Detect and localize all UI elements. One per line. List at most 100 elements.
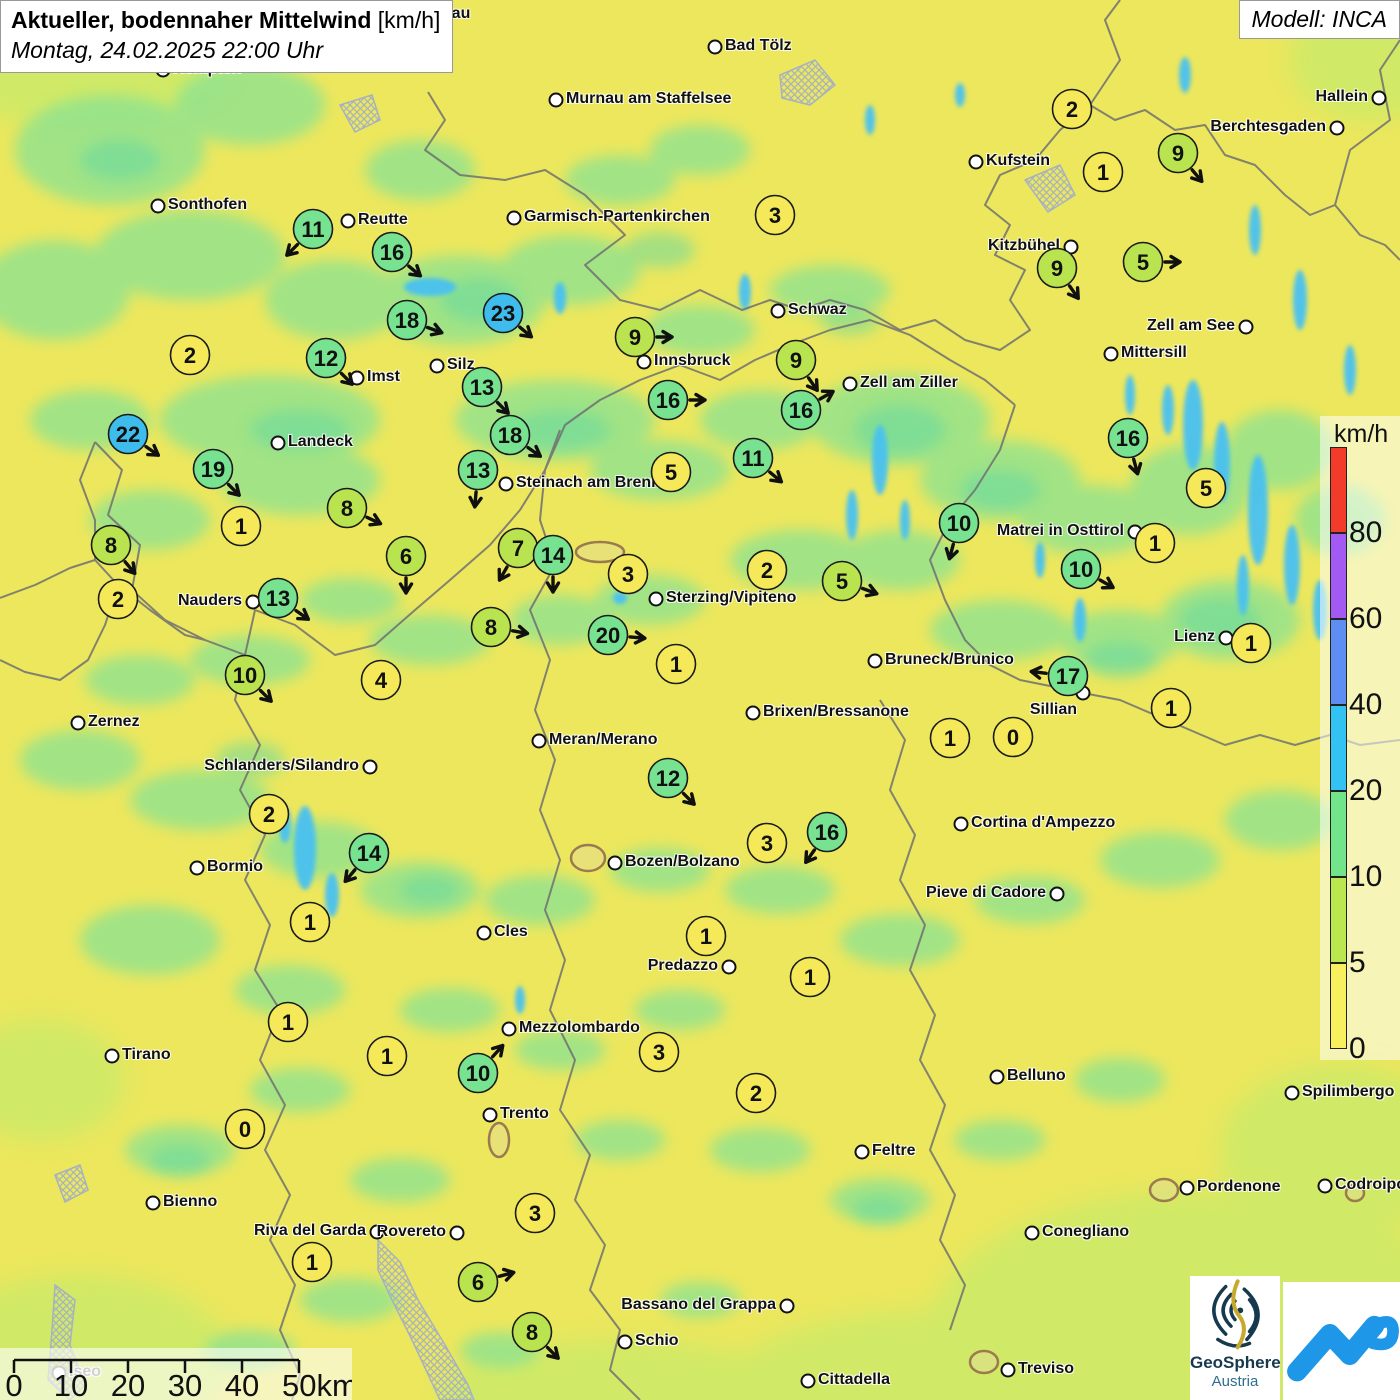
wind-speed-circle bbox=[821, 560, 863, 602]
wind-station[interactable]: 13 bbox=[430, 335, 534, 439]
city-label: Landeck bbox=[288, 433, 353, 451]
wind-station[interactable]: 9 bbox=[1005, 216, 1109, 320]
wind-speed-circle bbox=[754, 194, 796, 236]
wind-station[interactable]: 11 bbox=[701, 406, 805, 510]
wind-station[interactable]: 11 bbox=[261, 177, 365, 281]
wind-speed-circle bbox=[938, 502, 980, 544]
wind-station[interactable]: 5 bbox=[790, 529, 894, 633]
wind-station[interactable]: 3 bbox=[483, 1161, 587, 1265]
wind-station[interactable]: 3 bbox=[576, 522, 680, 626]
wind-station[interactable]: 10 bbox=[193, 623, 297, 727]
map-title-text: Aktueller, bodennaher Mittelwind bbox=[11, 7, 372, 33]
wind-station[interactable]: 16 bbox=[775, 780, 879, 884]
wind-station[interactable]: 6 bbox=[426, 1230, 530, 1334]
city-label: Zell am Ziller bbox=[860, 374, 958, 392]
wind-speed-circle bbox=[326, 487, 368, 529]
wind-station[interactable]: 8 bbox=[59, 493, 163, 597]
wind-station[interactable]: 5 bbox=[619, 420, 723, 524]
wind-station[interactable]: 5 bbox=[1154, 436, 1258, 540]
wind-station[interactable]: 10 bbox=[426, 1021, 530, 1125]
wind-speed-value: 19 bbox=[201, 457, 225, 482]
model-label: Modell: INCA bbox=[1251, 6, 1387, 32]
wind-speed-circle bbox=[461, 366, 503, 408]
wind-station[interactable]: 9 bbox=[583, 285, 687, 389]
wind-station[interactable]: 16 bbox=[616, 348, 720, 452]
wind-station[interactable]: 22 bbox=[76, 382, 180, 486]
wind-speed-value: 1 bbox=[1097, 160, 1109, 185]
wind-station[interactable]: 2 bbox=[138, 303, 242, 407]
wind-station[interactable]: 1 bbox=[236, 970, 340, 1074]
wind-station[interactable]: 13 bbox=[226, 546, 330, 650]
wind-station[interactable]: 18 bbox=[355, 268, 459, 372]
wind-station[interactable]: 2 bbox=[66, 547, 170, 651]
wind-speed-value: 8 bbox=[341, 496, 353, 521]
wind-station[interactable]: 6 bbox=[354, 504, 458, 608]
wind-station[interactable]: 14 bbox=[317, 801, 421, 905]
wind-station[interactable]: 20 bbox=[556, 583, 660, 687]
wind-station[interactable]: 19 bbox=[161, 417, 265, 521]
wind-station[interactable]: 8 bbox=[439, 575, 543, 679]
wind-station[interactable]: 1 bbox=[898, 686, 1002, 790]
wind-station[interactable]: 10 bbox=[1029, 517, 1133, 621]
city-label: Predazzo bbox=[647, 957, 718, 975]
city-dot bbox=[617, 1334, 633, 1350]
wind-station[interactable]: 8 bbox=[295, 456, 399, 560]
city-label: Imst bbox=[367, 368, 400, 386]
wind-station[interactable]: 7 bbox=[466, 496, 570, 600]
wind-station[interactable]: 18 bbox=[458, 383, 562, 487]
wind-station[interactable]: 0 bbox=[961, 685, 1065, 789]
wind-station[interactable]: 9 bbox=[744, 308, 848, 412]
city-label: Zell am See bbox=[1146, 317, 1235, 335]
wind-station[interactable]: 3 bbox=[723, 163, 827, 267]
wind-station[interactable]: 1 bbox=[335, 1004, 439, 1108]
wind-station[interactable]: 13 bbox=[426, 418, 530, 522]
city-label: Tirano bbox=[122, 1046, 171, 1064]
wind-station[interactable]: 1 bbox=[1051, 120, 1155, 224]
wind-station[interactable]: 14 bbox=[501, 503, 605, 607]
wind-station[interactable]: 16 bbox=[1076, 386, 1180, 490]
wind-speed-value: 2 bbox=[263, 802, 275, 827]
wind-speed-value: 1 bbox=[1165, 696, 1177, 721]
wind-station[interactable]: 0 bbox=[193, 1077, 297, 1181]
wind-speed-circle bbox=[1134, 522, 1176, 564]
wind-station[interactable]: 12 bbox=[616, 726, 720, 830]
wind-station[interactable]: 1 bbox=[624, 612, 728, 716]
city-label: Feltre bbox=[872, 1142, 916, 1160]
wind-station[interactable]: 1 bbox=[758, 925, 862, 1029]
scale-bar-label: 10 bbox=[54, 1368, 88, 1400]
wind-direction-arrow bbox=[226, 482, 241, 497]
geosphere-logo-box: GeoSphere Austria bbox=[1190, 1276, 1281, 1400]
wind-station[interactable]: 1 bbox=[189, 474, 293, 578]
wind-station[interactable]: 5 bbox=[1091, 210, 1195, 314]
wind-speed-value: 11 bbox=[741, 446, 764, 471]
wind-station[interactable]: 3 bbox=[607, 1000, 711, 1104]
legend-title: km/h bbox=[1334, 420, 1389, 448]
wind-station[interactable]: 16 bbox=[749, 358, 853, 462]
wind-station[interactable]: 3 bbox=[715, 791, 819, 895]
wind-station[interactable]: 2 bbox=[704, 1041, 808, 1145]
wind-station[interactable]: 12 bbox=[274, 306, 378, 410]
wind-station[interactable]: 16 bbox=[340, 200, 444, 304]
wind-station[interactable]: 1 bbox=[654, 884, 758, 988]
wind-speed-value: 2 bbox=[184, 343, 196, 368]
wind-station[interactable]: 4 bbox=[329, 628, 433, 732]
wind-station[interactable]: 1 bbox=[1103, 491, 1207, 595]
wind-speed-value: 14 bbox=[541, 543, 566, 568]
wind-station[interactable]: 1 bbox=[258, 870, 362, 974]
wind-station[interactable]: 23 bbox=[451, 261, 555, 365]
wind-speed-circle bbox=[457, 1052, 499, 1094]
wind-speed-value: 1 bbox=[1245, 631, 1257, 656]
wind-speed-circle bbox=[1051, 88, 1093, 130]
wind-station[interactable]: 17 bbox=[1016, 624, 1120, 728]
wind-station[interactable]: 2 bbox=[217, 762, 321, 866]
wind-station[interactable]: 1 bbox=[1199, 591, 1303, 695]
wind-station[interactable]: 2 bbox=[715, 518, 819, 622]
wind-station[interactable]: 10 bbox=[907, 471, 1011, 575]
wind-station[interactable]: 2 bbox=[1020, 57, 1124, 161]
wind-station[interactable]: 1 bbox=[1119, 656, 1223, 760]
wind-station[interactable]: 1 bbox=[260, 1210, 364, 1314]
wind-station[interactable]: 9 bbox=[1126, 101, 1230, 205]
wind-speed-circle bbox=[806, 811, 848, 853]
wind-direction-arrow bbox=[1163, 254, 1182, 270]
wind-station[interactable]: 8 bbox=[480, 1280, 584, 1384]
